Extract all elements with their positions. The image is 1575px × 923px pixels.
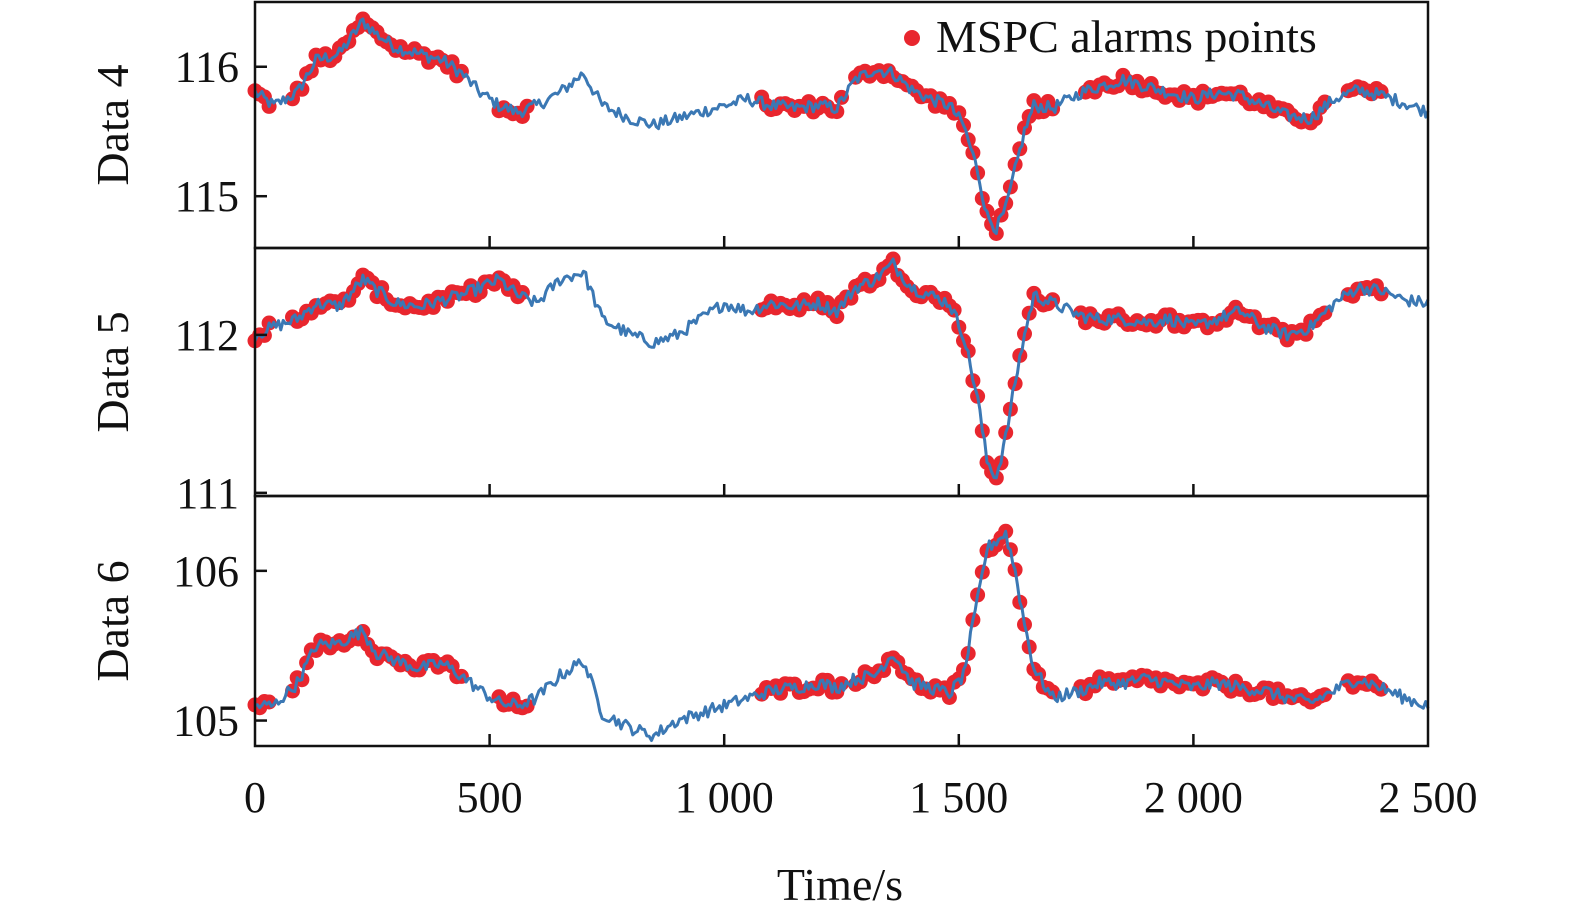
y-tick-label: 111 <box>176 469 239 518</box>
y-tick-label: 112 <box>175 311 239 360</box>
legend-marker <box>904 30 920 46</box>
y-axis-title: Data 6 <box>87 560 138 681</box>
legend: MSPC alarms points <box>904 11 1317 62</box>
series-line <box>253 17 1430 235</box>
panel-2: 111 112 Data 5 <box>87 246 1430 518</box>
alarm-points <box>247 251 1389 486</box>
x-axis: 0 500 1 000 1 500 2 000 2 500 <box>244 773 1478 822</box>
y-axis-title: Data 5 <box>87 311 138 432</box>
x-tick-label: 2 500 <box>1379 773 1478 822</box>
y-axis-title: Data 4 <box>87 64 138 185</box>
x-tick-label: 0 <box>244 773 266 822</box>
chart-panels: 115 116 Data 4 MSPC alarms points 111 112 Data… <box>87 0 1430 748</box>
panel-frame <box>253 494 1430 748</box>
series-line <box>253 257 1430 480</box>
y-tick-label: 116 <box>175 43 239 92</box>
x-tick-label: 1 500 <box>909 773 1008 822</box>
x-tick-label: 2 000 <box>1144 773 1243 822</box>
legend-label: MSPC alarms points <box>936 11 1317 62</box>
x-tick-label: 500 <box>457 773 523 822</box>
y-tick-label: 106 <box>173 547 239 596</box>
y-tick-label: 105 <box>173 697 239 746</box>
panel-frame <box>253 246 1430 498</box>
x-tick-label: 1 000 <box>675 773 774 822</box>
x-axis-title: Time/s <box>777 859 903 910</box>
series-line <box>254 529 1430 742</box>
panel-1: 115 116 Data 4 MSPC alarms points <box>87 0 1430 250</box>
y-tick-label: 115 <box>175 172 239 221</box>
panel-3: 105 106 Data 6 <box>87 494 1430 748</box>
